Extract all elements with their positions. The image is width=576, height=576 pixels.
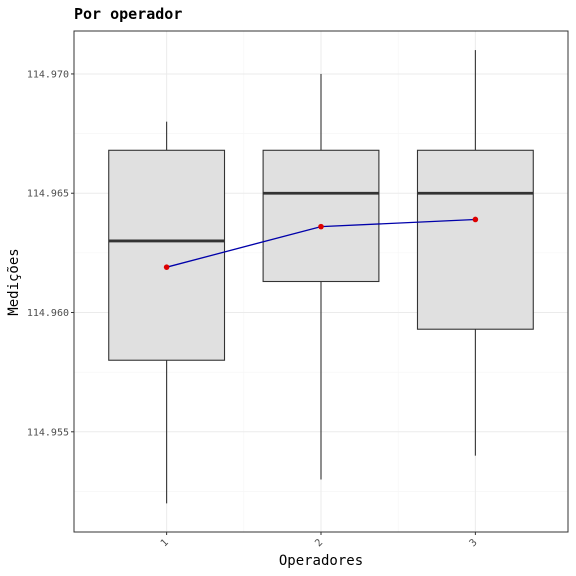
box-1 [108, 121, 226, 504]
y-axis-title: Medições [6, 248, 22, 315]
boxes [108, 50, 534, 504]
chart-title: Por operador [74, 5, 182, 23]
y-axis: 114.955 114.960 114.965 114.970 [27, 69, 74, 438]
mean-point-1 [163, 264, 170, 270]
box-2 [262, 73, 380, 480]
y-tick-label: 114.955 [27, 427, 69, 438]
mean-point-3 [472, 216, 479, 223]
x-tick-label: 1 [159, 537, 171, 549]
x-tick-label: 2 [313, 537, 325, 549]
box-iqr [416, 149, 534, 330]
box-3 [416, 50, 534, 456]
y-tick-label: 114.965 [27, 189, 69, 200]
y-tick-label: 114.960 [27, 308, 69, 319]
mean-series [163, 216, 479, 270]
box-iqr [262, 149, 380, 283]
x-tick-label: 3 [468, 537, 480, 549]
box-iqr [108, 149, 226, 361]
mean-point-2 [318, 223, 324, 230]
x-axis-title: Operadores [279, 553, 363, 569]
y-tick-label: 114.970 [27, 69, 69, 80]
x-axis: 1 2 3 [159, 532, 480, 549]
